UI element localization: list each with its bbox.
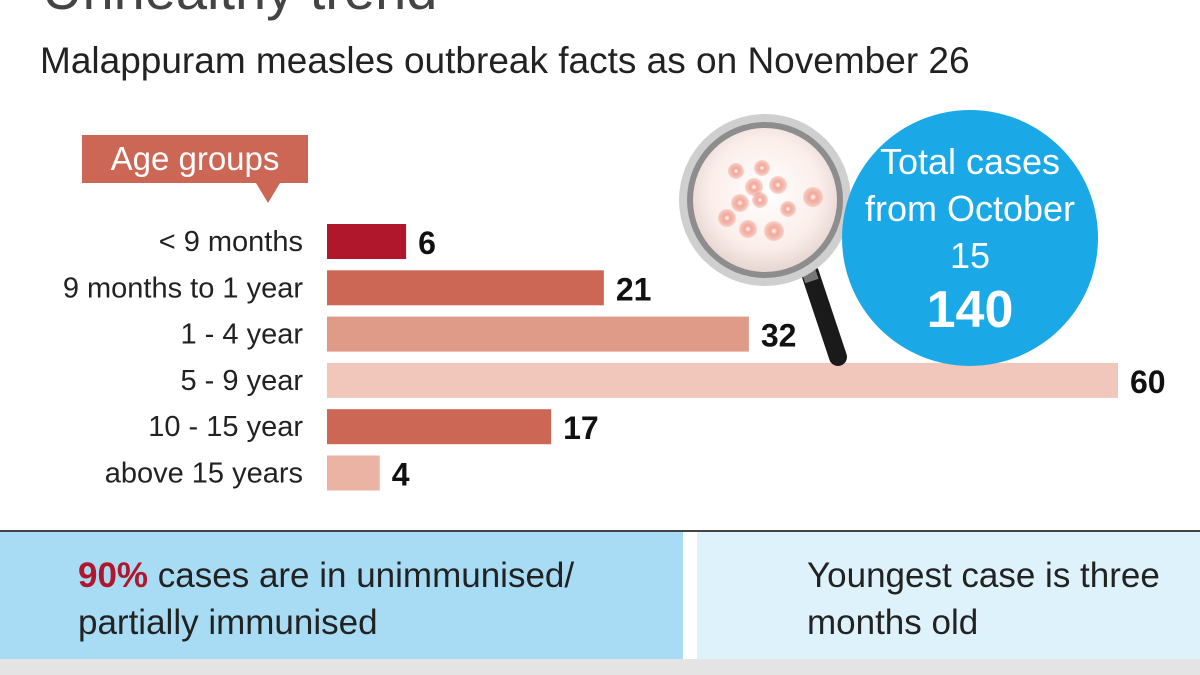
immunisation-fact-text: cases are in unimmunised/ partially immu… bbox=[78, 556, 575, 642]
immunisation-percent: 90% bbox=[78, 556, 149, 595]
total-cases-label: Total cases from October 15 bbox=[864, 141, 1076, 276]
value-label: 4 bbox=[392, 457, 410, 493]
category-label: above 15 years bbox=[105, 458, 303, 490]
bar bbox=[327, 224, 407, 259]
chart-subtitle: Malappuram measles outbreak facts as on … bbox=[40, 40, 970, 81]
youngest-case-fact-box: Youngest case is three months old bbox=[697, 532, 1200, 659]
divider bbox=[0, 530, 1200, 532]
magnifying-glass-icon bbox=[679, 114, 851, 366]
youngest-case-text: Youngest case is three months old bbox=[807, 556, 1160, 642]
category-label: < 9 months bbox=[159, 226, 303, 258]
category-label: 1 - 4 year bbox=[181, 319, 304, 351]
total-cases-badge: Total cases from October 15 140 bbox=[842, 110, 1098, 366]
bar bbox=[327, 409, 552, 445]
category-label: 9 months to 1 year bbox=[63, 272, 304, 304]
category-label: 5 - 9 year bbox=[181, 365, 304, 397]
bar bbox=[327, 270, 604, 306]
bar bbox=[327, 316, 749, 352]
value-label: 6 bbox=[418, 225, 436, 261]
value-label: 60 bbox=[1130, 364, 1166, 400]
age-groups-label: Age groups bbox=[82, 135, 308, 203]
value-label: 32 bbox=[761, 318, 797, 354]
footer-strip bbox=[0, 659, 1200, 675]
bar bbox=[327, 362, 1118, 398]
value-label: 21 bbox=[616, 271, 652, 307]
immunisation-fact-box: 90% cases are in unimmunised/ partially … bbox=[0, 532, 683, 659]
chart-title: Unhealthy trend bbox=[42, 0, 437, 18]
category-label: 10 - 15 year bbox=[148, 411, 303, 443]
bar-chart: < 9 months 6 9 months to 1 year 21 1 - 4 yea… bbox=[63, 224, 1166, 493]
value-label: 17 bbox=[563, 410, 599, 446]
bar bbox=[327, 455, 380, 491]
total-cases-value: 140 bbox=[926, 281, 1014, 339]
